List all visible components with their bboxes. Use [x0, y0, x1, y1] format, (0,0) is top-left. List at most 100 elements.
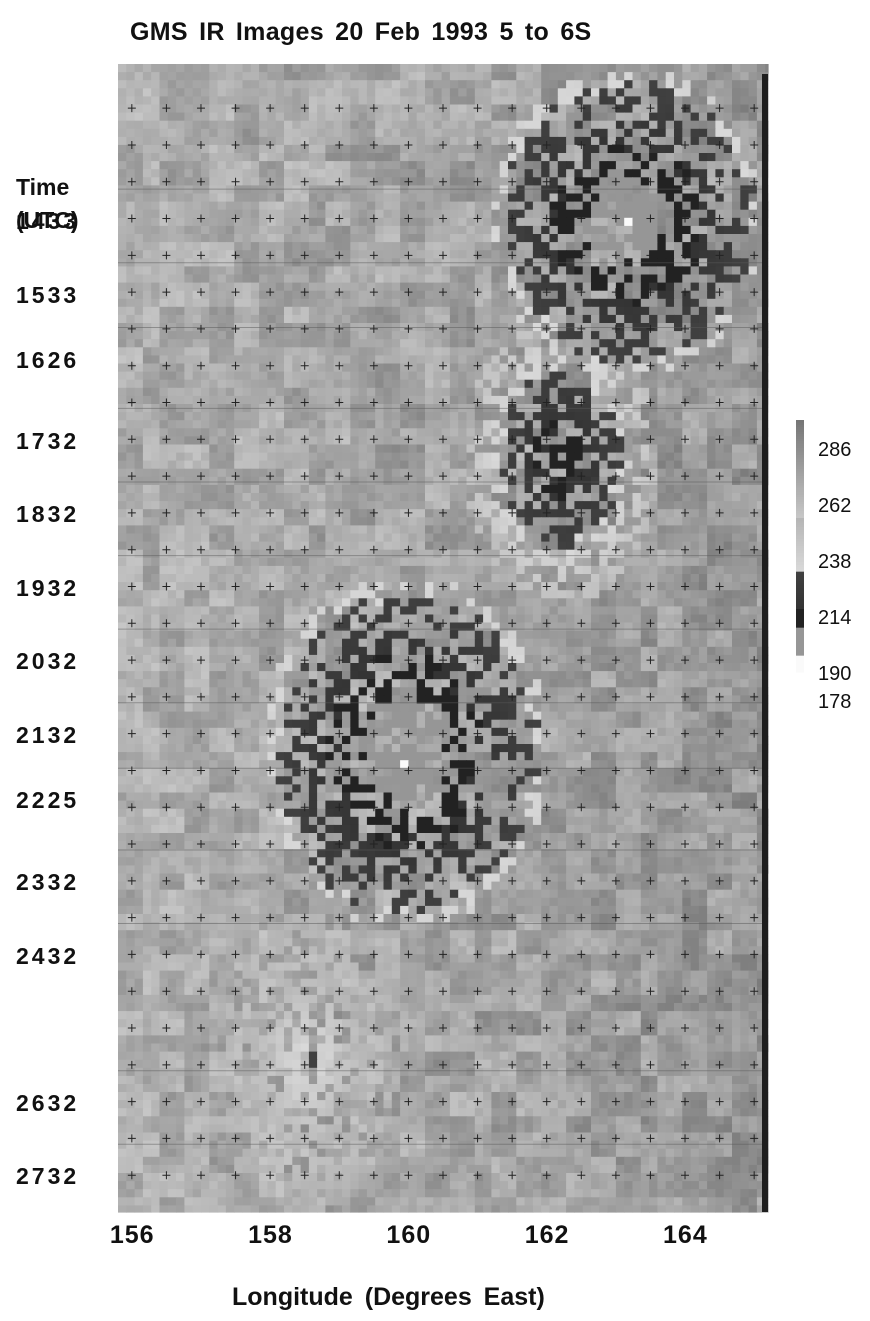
- image-cell: [126, 88, 136, 97]
- image-cell: [740, 104, 750, 114]
- image-cell: [557, 436, 567, 446]
- image-cell: [516, 347, 526, 356]
- image-cell: [532, 420, 542, 429]
- image-cell: [425, 298, 434, 308]
- image-cell: [184, 266, 194, 276]
- image-cell: [284, 120, 293, 130]
- image-cell: [690, 225, 700, 235]
- image-cell: [649, 452, 658, 462]
- image-cell: [499, 274, 509, 284]
- image-cell: [541, 80, 551, 89]
- image-cell: [582, 217, 592, 227]
- image-cell: [342, 185, 351, 195]
- image-cell: [748, 355, 758, 365]
- image-cell: [167, 420, 177, 429]
- image-cell: [142, 525, 152, 535]
- image-cell: [732, 484, 741, 494]
- image-cell: [416, 112, 426, 122]
- image-cell: [325, 209, 335, 219]
- image-cell: [400, 282, 409, 292]
- image-cell: [441, 541, 451, 551]
- image-cell: [391, 476, 401, 486]
- image-cell: [217, 169, 227, 178]
- image-cell: [532, 379, 542, 389]
- image-cell: [308, 355, 318, 365]
- image-cell: [259, 72, 268, 81]
- image-cell: [740, 525, 750, 535]
- image-cell: [300, 314, 310, 324]
- image-cell: [657, 96, 667, 106]
- image-cell: [723, 193, 733, 203]
- image-cell: [441, 274, 451, 284]
- image-cell: [325, 460, 335, 470]
- image-cell: [142, 234, 152, 243]
- image-cell: [524, 225, 534, 235]
- image-cell: [599, 501, 609, 510]
- image-cell: [449, 185, 459, 195]
- image-cell: [674, 177, 683, 186]
- image-cell: [665, 274, 675, 284]
- image-cell: [707, 347, 716, 356]
- image-cell: [483, 193, 492, 203]
- image-cell: [176, 242, 185, 251]
- image-cell: [541, 436, 551, 446]
- y-tick-label: 1533: [16, 281, 80, 308]
- image-cell: [682, 493, 692, 502]
- image-cell: [541, 533, 551, 543]
- image-cell: [383, 347, 393, 356]
- image-cell: [674, 363, 683, 373]
- image-cell: [632, 509, 642, 518]
- image-cell: [698, 306, 708, 316]
- image-cell: [142, 533, 152, 543]
- image-cell: [159, 379, 169, 389]
- image-cell: [624, 379, 634, 389]
- image-cell: [657, 525, 667, 535]
- image-cell: [665, 169, 675, 178]
- image-cell: [325, 290, 335, 300]
- image-cell: [375, 112, 385, 122]
- image-cell: [732, 112, 741, 122]
- image-cell: [176, 153, 185, 162]
- image-cell: [416, 120, 426, 130]
- image-cell: [325, 428, 335, 437]
- image-cell: [217, 266, 227, 276]
- image-cell: [433, 104, 443, 114]
- image-cell: [607, 88, 617, 97]
- image-cell: [433, 112, 443, 122]
- image-cell: [748, 501, 758, 510]
- image-cell: [566, 217, 575, 227]
- image-cell: [441, 493, 451, 502]
- image-cell: [640, 549, 650, 559]
- image-cell: [532, 525, 542, 535]
- image-cell: [458, 225, 468, 235]
- image-cell: [491, 217, 501, 227]
- image-cell: [142, 517, 152, 526]
- image-cell: [649, 217, 658, 227]
- image-cell: [142, 395, 152, 405]
- image-cell: [532, 225, 542, 235]
- image-cell: [350, 266, 360, 276]
- image-cell: [134, 290, 144, 300]
- image-cell: [375, 379, 385, 389]
- image-cell: [425, 266, 434, 276]
- image-cell: [325, 363, 335, 373]
- image-cell: [756, 493, 766, 502]
- image-cell: [383, 452, 393, 462]
- image-cell: [433, 525, 443, 535]
- image-cell: [458, 468, 468, 478]
- image-cell: [250, 484, 260, 494]
- image-cell: [657, 161, 667, 170]
- image-cell: [267, 484, 277, 494]
- image-cell: [640, 476, 650, 486]
- image-cell: [607, 412, 617, 421]
- image-cell: [375, 266, 385, 276]
- image-cell: [250, 493, 260, 502]
- image-cell: [740, 363, 750, 373]
- image-cell: [126, 331, 136, 340]
- image-cell: [723, 347, 733, 356]
- image-cell: [234, 509, 244, 518]
- image-cell: [607, 379, 617, 389]
- image-cell: [624, 177, 634, 186]
- image-cell: [433, 452, 443, 462]
- image-cell: [748, 72, 758, 81]
